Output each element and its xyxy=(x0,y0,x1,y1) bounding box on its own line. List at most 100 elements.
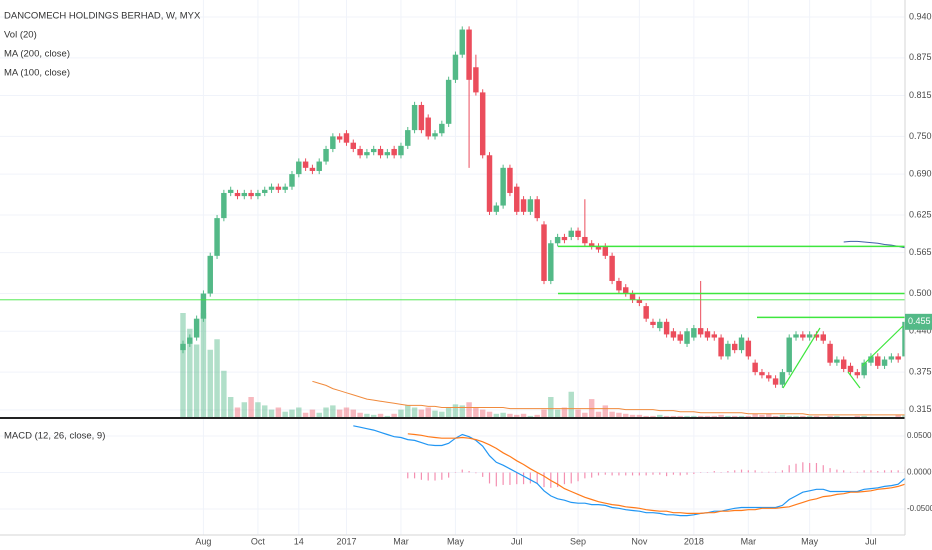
macd-histogram-bar xyxy=(870,470,872,473)
candle-body xyxy=(221,192,227,219)
volume-bar xyxy=(684,415,690,418)
macd-histogram-bar xyxy=(420,472,422,480)
macd-histogram-bar xyxy=(666,472,668,477)
candle-body xyxy=(588,243,595,247)
macd-histogram-bar xyxy=(652,472,654,475)
macd-histogram-bar xyxy=(713,471,715,473)
x-tick-label: 14 xyxy=(294,536,304,546)
candle-body xyxy=(296,161,302,175)
x-tick-label: 2018 xyxy=(684,536,704,546)
volume-bar xyxy=(834,415,840,418)
macd-histogram-bar xyxy=(604,472,606,475)
macd-histogram-bar xyxy=(747,470,749,473)
volume-bar xyxy=(520,413,527,418)
volume-bar xyxy=(193,344,200,418)
volume-bar xyxy=(643,415,649,418)
macd-histogram-bar xyxy=(584,472,586,479)
candle-body xyxy=(255,192,261,197)
macd-histogram-bar xyxy=(557,472,559,488)
candle-body xyxy=(752,362,758,373)
macd-histogram-bar xyxy=(611,472,613,476)
x-tick-label: Jul xyxy=(865,536,877,546)
volume-bar xyxy=(316,412,322,418)
candle-body xyxy=(725,343,731,357)
candle-body xyxy=(670,331,677,338)
candle-body xyxy=(657,321,663,329)
macd-histogram-bar xyxy=(700,472,702,473)
macd-histogram-bar xyxy=(543,472,545,488)
macd-histogram-bar xyxy=(795,463,797,473)
candle-body xyxy=(425,117,431,137)
volume-bar xyxy=(432,410,438,418)
candle-body xyxy=(616,280,622,291)
macd-histogram-bar xyxy=(482,472,484,477)
volume-bar xyxy=(568,391,574,418)
candle-body xyxy=(534,199,540,219)
volume-bar xyxy=(745,415,752,418)
y-tick-label: 0.815 xyxy=(909,90,932,100)
x-tick-label: Aug xyxy=(195,536,211,546)
volume-bar xyxy=(541,409,547,418)
candle-body xyxy=(330,136,336,149)
candle-body xyxy=(623,287,629,294)
volume-bar xyxy=(657,414,663,418)
macd-histogram-bar xyxy=(563,472,566,485)
macd-histogram-bar xyxy=(591,472,593,478)
y-tick-label: 0.0000 xyxy=(907,468,932,477)
candle-body xyxy=(289,174,295,187)
volume-bar xyxy=(711,415,718,418)
volume-bar xyxy=(718,414,724,418)
price-axis-panel xyxy=(905,0,932,550)
volume-bar xyxy=(602,405,609,418)
candle-body xyxy=(895,356,901,360)
macd-histogram-bar xyxy=(686,472,688,475)
candle-body xyxy=(868,356,874,363)
candle-body xyxy=(527,199,534,212)
volume-bar xyxy=(268,409,275,418)
candle-body xyxy=(582,236,588,244)
volume-bar xyxy=(650,415,656,418)
volume-bar xyxy=(636,414,643,418)
candle-body xyxy=(187,337,193,344)
volume-bar xyxy=(336,409,343,418)
volume-bar xyxy=(289,409,295,418)
candle-body xyxy=(350,142,357,149)
volume-ma-line xyxy=(312,380,905,416)
macd-histogram-bar xyxy=(836,469,838,473)
macd-line xyxy=(353,425,906,517)
x-tick-label: Mar xyxy=(393,536,409,546)
volume-bar xyxy=(779,414,786,418)
volume-bar xyxy=(786,415,792,418)
volume-bar xyxy=(479,409,486,418)
volume-bar xyxy=(187,328,193,418)
y-tick-label: 0.440 xyxy=(909,326,932,336)
candle-body xyxy=(514,186,520,212)
macd-histogram-bar xyxy=(863,470,865,473)
candle-body xyxy=(377,148,384,156)
volume-bar xyxy=(323,407,329,418)
candle-body xyxy=(479,92,486,156)
macd-histogram-bar xyxy=(441,472,443,480)
candle-body xyxy=(861,362,867,376)
x-tick-label: May xyxy=(801,536,819,546)
x-tick-label: Oct xyxy=(251,536,266,546)
candle-body xyxy=(738,337,745,351)
macd-histogram-bar xyxy=(434,472,436,481)
volume-bar xyxy=(370,414,377,418)
y-tick-label: 0.690 xyxy=(909,168,932,178)
candle-body xyxy=(248,192,254,197)
candle-body xyxy=(800,334,806,338)
x-tick-label: Nov xyxy=(631,536,648,546)
volume-bar xyxy=(813,415,820,418)
legend-ma200: MA (200, close) xyxy=(4,49,70,60)
macd-histogram-bar xyxy=(849,471,852,473)
volume-bar xyxy=(731,415,738,418)
volume-bar xyxy=(738,415,745,418)
volume-bar xyxy=(241,402,248,418)
macd-histogram-bar xyxy=(461,469,463,473)
legend-volume: Vol (20) xyxy=(4,30,37,41)
candle-body xyxy=(643,306,649,319)
candle-body xyxy=(548,243,554,281)
volume-bar xyxy=(493,413,500,418)
macd-histogram-bar xyxy=(427,472,429,481)
